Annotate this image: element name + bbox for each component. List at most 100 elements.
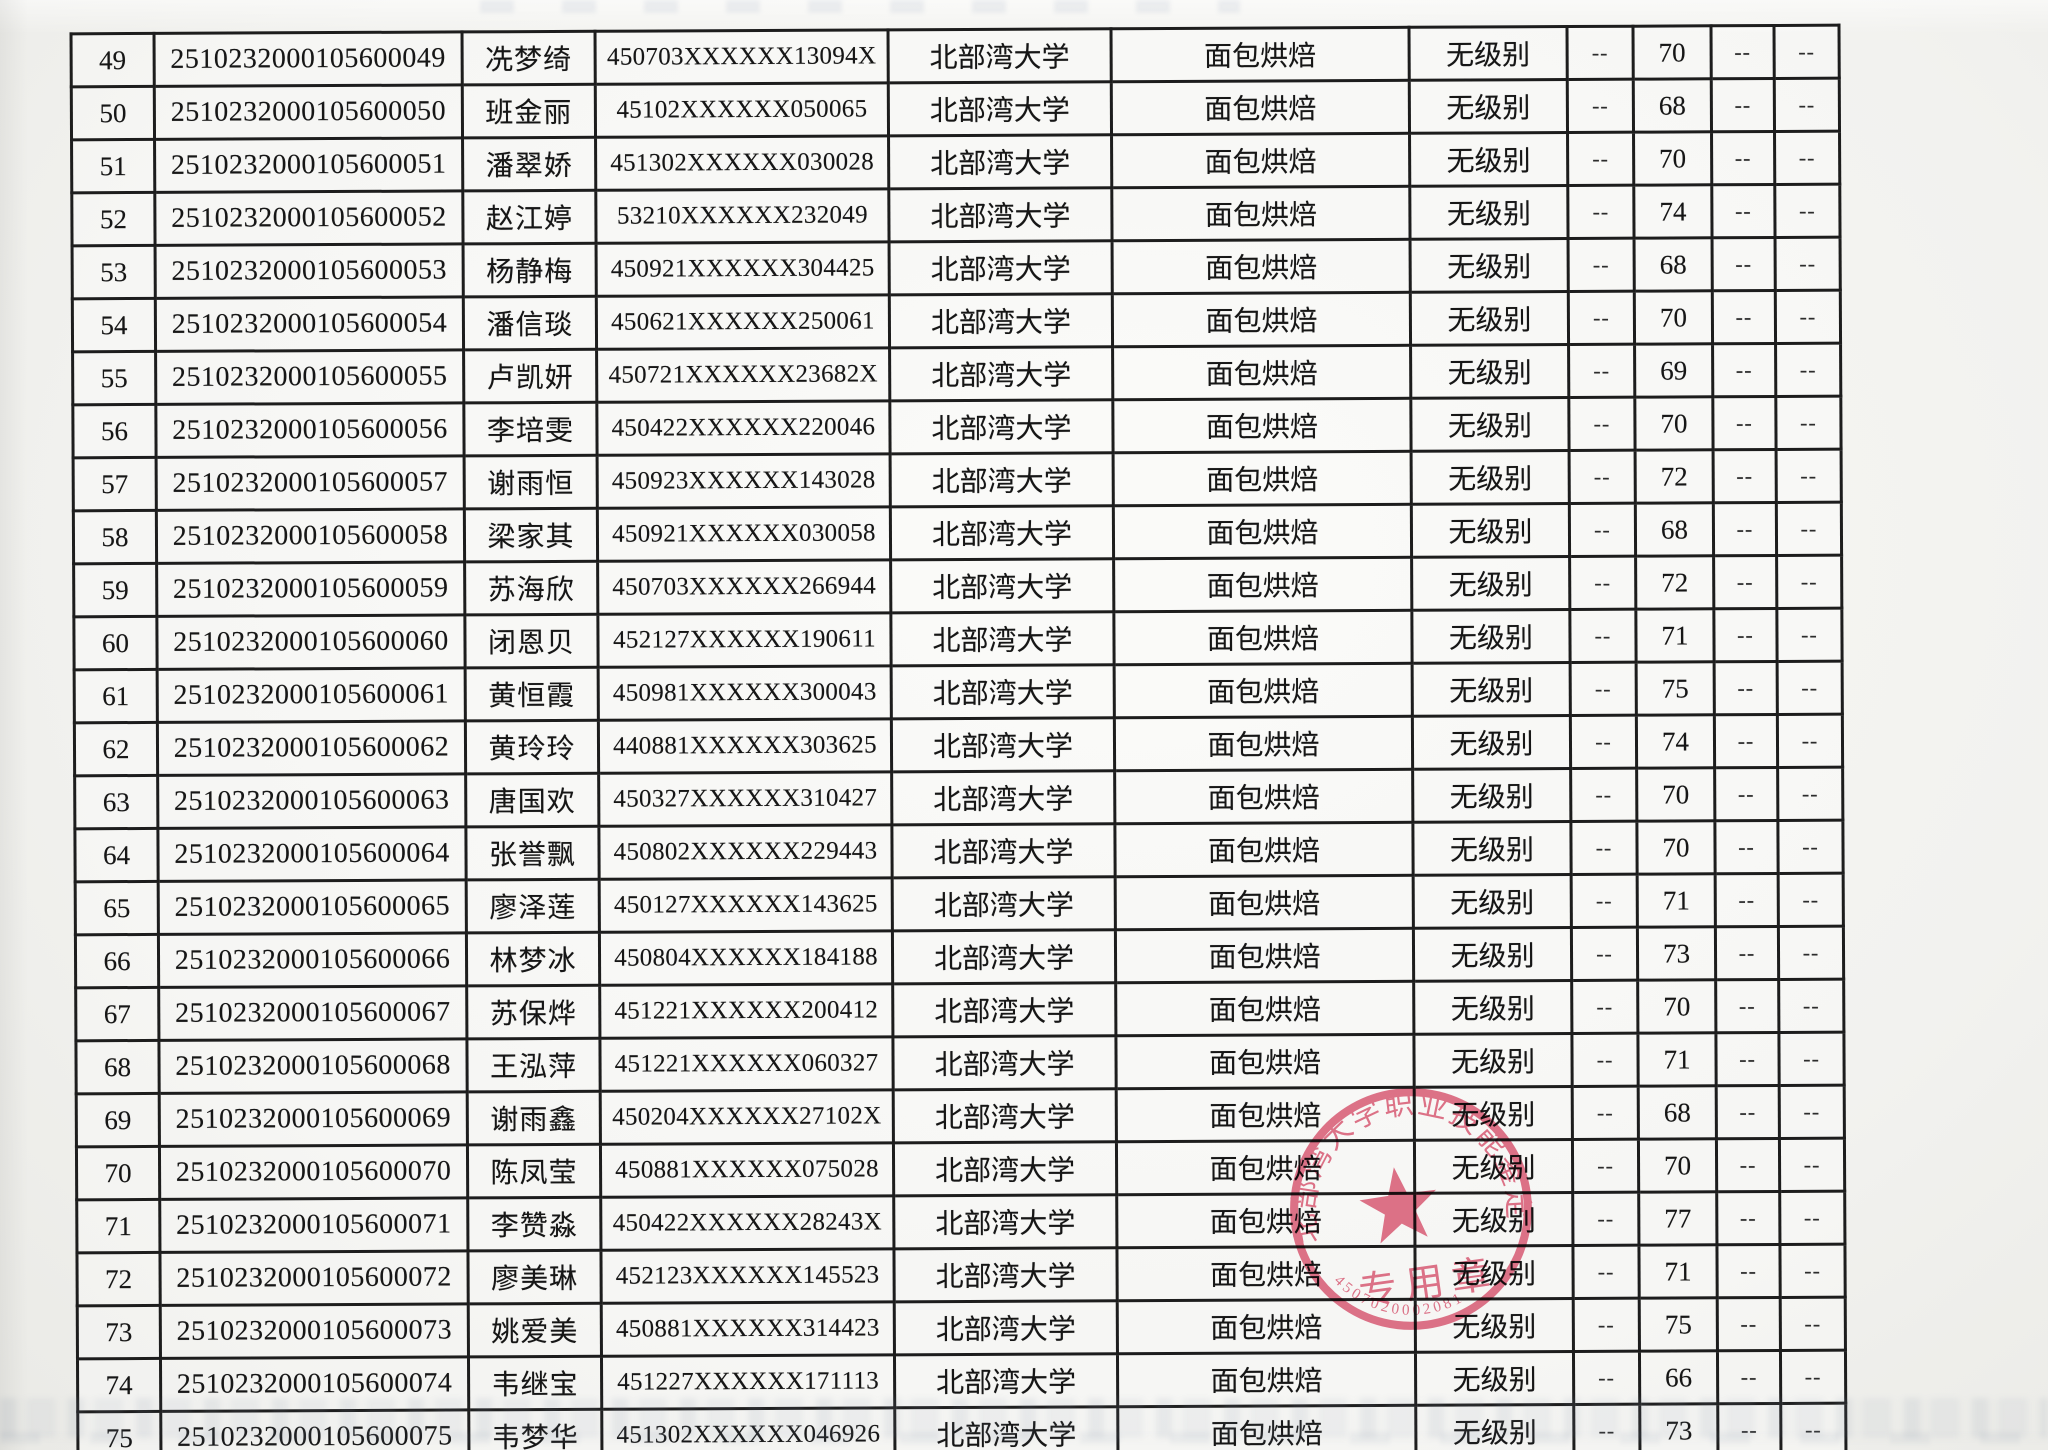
empty-dash: --: [1715, 926, 1779, 980]
result-row: 55 2510232000105600055 卢凯妍 450721XXXXXX2368…: [72, 343, 1841, 405]
empty-dash: --: [1715, 979, 1779, 1033]
row-index: 55: [72, 351, 156, 405]
level-label: 无级别: [1414, 1245, 1574, 1300]
candidate-number: 2510232000105600065: [158, 879, 467, 935]
candidate-name: 姚爱美: [468, 1303, 602, 1357]
result-row: 51 2510232000105600051 潘翠娇 451302XXXXXX0300…: [71, 131, 1840, 193]
candidate-name: 班金丽: [462, 84, 596, 138]
subject-name: 面包烘焙: [1111, 27, 1410, 82]
empty-dash: --: [1567, 185, 1635, 239]
score-value: 68: [1638, 1085, 1717, 1140]
results-table-body: 49 2510232000105600049 冼梦绮 450703XXXXXX1309…: [71, 25, 1846, 1450]
level-label: 无级别: [1411, 503, 1570, 558]
level-label: 无级别: [1412, 768, 1571, 823]
empty-dash: --: [1711, 184, 1776, 238]
empty-dash: --: [1716, 1244, 1781, 1298]
candidate-number: 2510232000105600069: [159, 1091, 468, 1147]
empty-dash: --: [1778, 1032, 1845, 1086]
result-row: 69 2510232000105600069 谢雨鑫 450204XXXXXX2710…: [76, 1085, 1845, 1147]
id-card-number: 450923XXXXXX143028: [597, 453, 891, 509]
empty-dash: --: [1779, 1244, 1846, 1298]
level-label: 无级别: [1412, 662, 1571, 717]
result-row: 62 2510232000105600062 黄玲玲 440881XXXXXX3036…: [74, 714, 1843, 776]
empty-dash: --: [1712, 343, 1776, 397]
scan-bleed-top: [480, 0, 1240, 13]
empty-dash: --: [1571, 927, 1638, 981]
candidate-name: 王泓萍: [466, 1038, 601, 1092]
score-value: 70: [1636, 820, 1716, 875]
empty-dash: --: [1713, 608, 1778, 662]
empty-dash: --: [1567, 132, 1634, 186]
empty-dash: --: [1568, 291, 1635, 345]
result-row: 73 2510232000105600073 姚爱美 450881XXXXXX3144…: [77, 1297, 1846, 1359]
empty-dash: --: [1776, 502, 1842, 556]
empty-dash: --: [1711, 131, 1775, 185]
id-card-number: 451221XXXXXX060327: [599, 1036, 894, 1092]
id-card-number: 450921XXXXXX030058: [597, 506, 891, 562]
subject-name: 面包烘焙: [1114, 822, 1414, 877]
id-card-number: 452123XXXXXX145523: [600, 1248, 895, 1304]
school-name: 北部湾大学: [889, 240, 1113, 295]
empty-dash: --: [1774, 131, 1840, 185]
subject-name: 面包烘焙: [1112, 239, 1411, 294]
empty-dash: --: [1717, 1297, 1781, 1351]
candidate-number: 2510232000105600068: [158, 1038, 468, 1094]
id-card-number: 450422XXXXXX28243X: [600, 1195, 894, 1251]
subject-name: 面包烘焙: [1112, 345, 1411, 400]
empty-dash: --: [1570, 768, 1637, 822]
empty-dash: --: [1774, 78, 1840, 132]
candidate-name: 潘翠娇: [462, 137, 596, 191]
id-card-number: 450327XXXXXX310427: [598, 771, 892, 827]
subject-name: 面包烘焙: [1112, 292, 1411, 347]
candidate-name: 陈凤莹: [467, 1144, 601, 1198]
empty-dash: --: [1775, 290, 1841, 344]
level-label: 无级别: [1414, 1086, 1573, 1141]
candidate-name: 唐国欢: [465, 773, 599, 827]
empty-dash: --: [1775, 396, 1842, 450]
school-name: 北部湾大学: [888, 28, 1112, 83]
school-name: 北部湾大学: [889, 399, 1114, 454]
level-label: 无级别: [1415, 1298, 1574, 1353]
empty-dash: --: [1779, 1138, 1845, 1192]
scan-bleed-bottom: [0, 1398, 2048, 1438]
row-index: 53: [72, 245, 156, 299]
school-name: 北部湾大学: [890, 611, 1115, 666]
candidate-number: 2510232000105600060: [156, 614, 466, 670]
empty-dash: --: [1712, 290, 1776, 344]
school-name: 北部湾大学: [890, 558, 1114, 613]
empty-dash: --: [1775, 343, 1841, 397]
score-value: 73: [1637, 926, 1716, 981]
candidate-name: 卢凯妍: [463, 349, 597, 403]
school-name: 北部湾大学: [888, 134, 1112, 189]
result-row: 64 2510232000105600064 张誉飘 450802XXXXXX2294…: [74, 820, 1844, 882]
result-row: 60 2510232000105600060 闭恩贝 452127XXXXXX1906…: [73, 608, 1843, 670]
id-card-number: 450703XXXXXX266944: [597, 559, 891, 615]
subject-name: 面包烘焙: [1116, 1246, 1416, 1301]
candidate-number: 2510232000105600054: [155, 296, 464, 352]
subject-name: 面包烘焙: [1111, 80, 1410, 135]
empty-dash: --: [1711, 78, 1775, 132]
school-name: 北部湾大学: [892, 929, 1116, 984]
id-card-number: 452127XXXXXX190611: [597, 612, 892, 668]
school-name: 北部湾大学: [890, 452, 1114, 507]
result-row: 63 2510232000105600063 唐国欢 450327XXXXXX3104…: [74, 767, 1843, 829]
id-card-number: 450881XXXXXX314423: [601, 1301, 895, 1357]
school-name: 北部湾大学: [891, 823, 1116, 878]
candidate-name: 黄玲玲: [465, 720, 599, 774]
school-name: 北部湾大学: [893, 1194, 1117, 1249]
id-card-number: 450204XXXXXX27102X: [600, 1089, 894, 1145]
candidate-number: 2510232000105600049: [154, 31, 463, 87]
subject-name: 面包烘焙: [1115, 928, 1414, 983]
empty-dash: --: [1713, 449, 1777, 503]
candidate-number: 2510232000105600067: [158, 985, 467, 1041]
subject-name: 面包烘焙: [1115, 1034, 1415, 1089]
score-value: 70: [1633, 131, 1712, 186]
subject-name: 面包烘焙: [1115, 875, 1414, 930]
empty-dash: --: [1774, 184, 1841, 238]
score-value: 70: [1634, 396, 1714, 451]
level-label: 无级别: [1410, 238, 1569, 293]
level-label: 无级别: [1412, 821, 1572, 876]
school-name: 北部湾大学: [889, 346, 1113, 401]
result-row: 49 2510232000105600049 冼梦绮 450703XXXXXX1309…: [71, 25, 1840, 87]
empty-dash: --: [1777, 820, 1844, 874]
